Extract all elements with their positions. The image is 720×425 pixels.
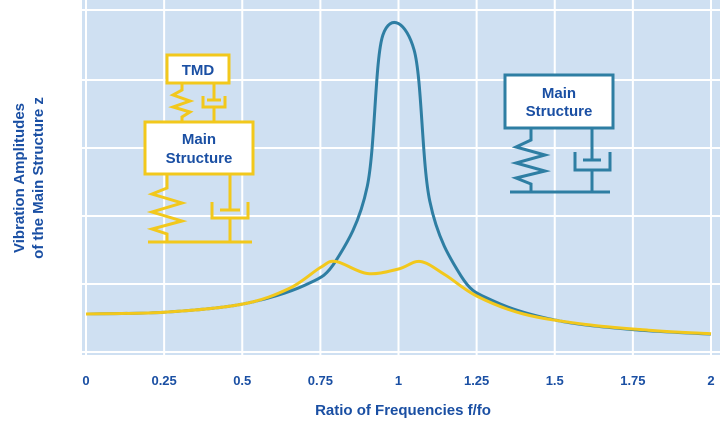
x-tick-label: 1 [395,373,402,388]
x-tick-label: 2 [707,373,714,388]
tmd-label: TMD [182,62,215,79]
x-axis-title: Ratio of Frequencies f/fo [315,402,491,419]
x-tick-label: 1.5 [546,373,564,388]
main-structure-diagram [503,73,615,194]
y-axis-title-line2: of the Main Structure z [30,97,47,259]
x-tick-label: 0.75 [308,373,333,388]
main-spring-blue [510,128,551,192]
series-layer [85,21,712,336]
tmd-main-label-line2: Structure [166,150,233,167]
x-tick-label: 0.5 [233,373,251,388]
x-tick-label: 0.25 [151,373,176,388]
x-tick-labels: 0 0.25 0.5 0.75 1 1.25 1.5 1.75 2 [82,373,714,388]
series-with-tmd [85,259,712,336]
tmd-spring [168,83,195,122]
tmd-box [165,53,231,85]
tmd-diagram [143,53,255,244]
x-tick-label: 1.75 [620,373,645,388]
plot-area [82,0,720,355]
x-tick-label: 1.25 [464,373,489,388]
main-diagram-label-line1: Main [542,85,576,102]
y-axis-title-line1: Vibration Amplitudes [11,103,28,253]
main-diagram-label-line2: Structure [526,103,593,120]
main-structure-box-yellow [143,120,255,176]
x-tick-label: 0 [82,373,89,388]
tmd-main-label-line1: Main [182,131,216,148]
main-spring-yellow [146,174,188,242]
main-structure-box-blue [503,73,615,130]
